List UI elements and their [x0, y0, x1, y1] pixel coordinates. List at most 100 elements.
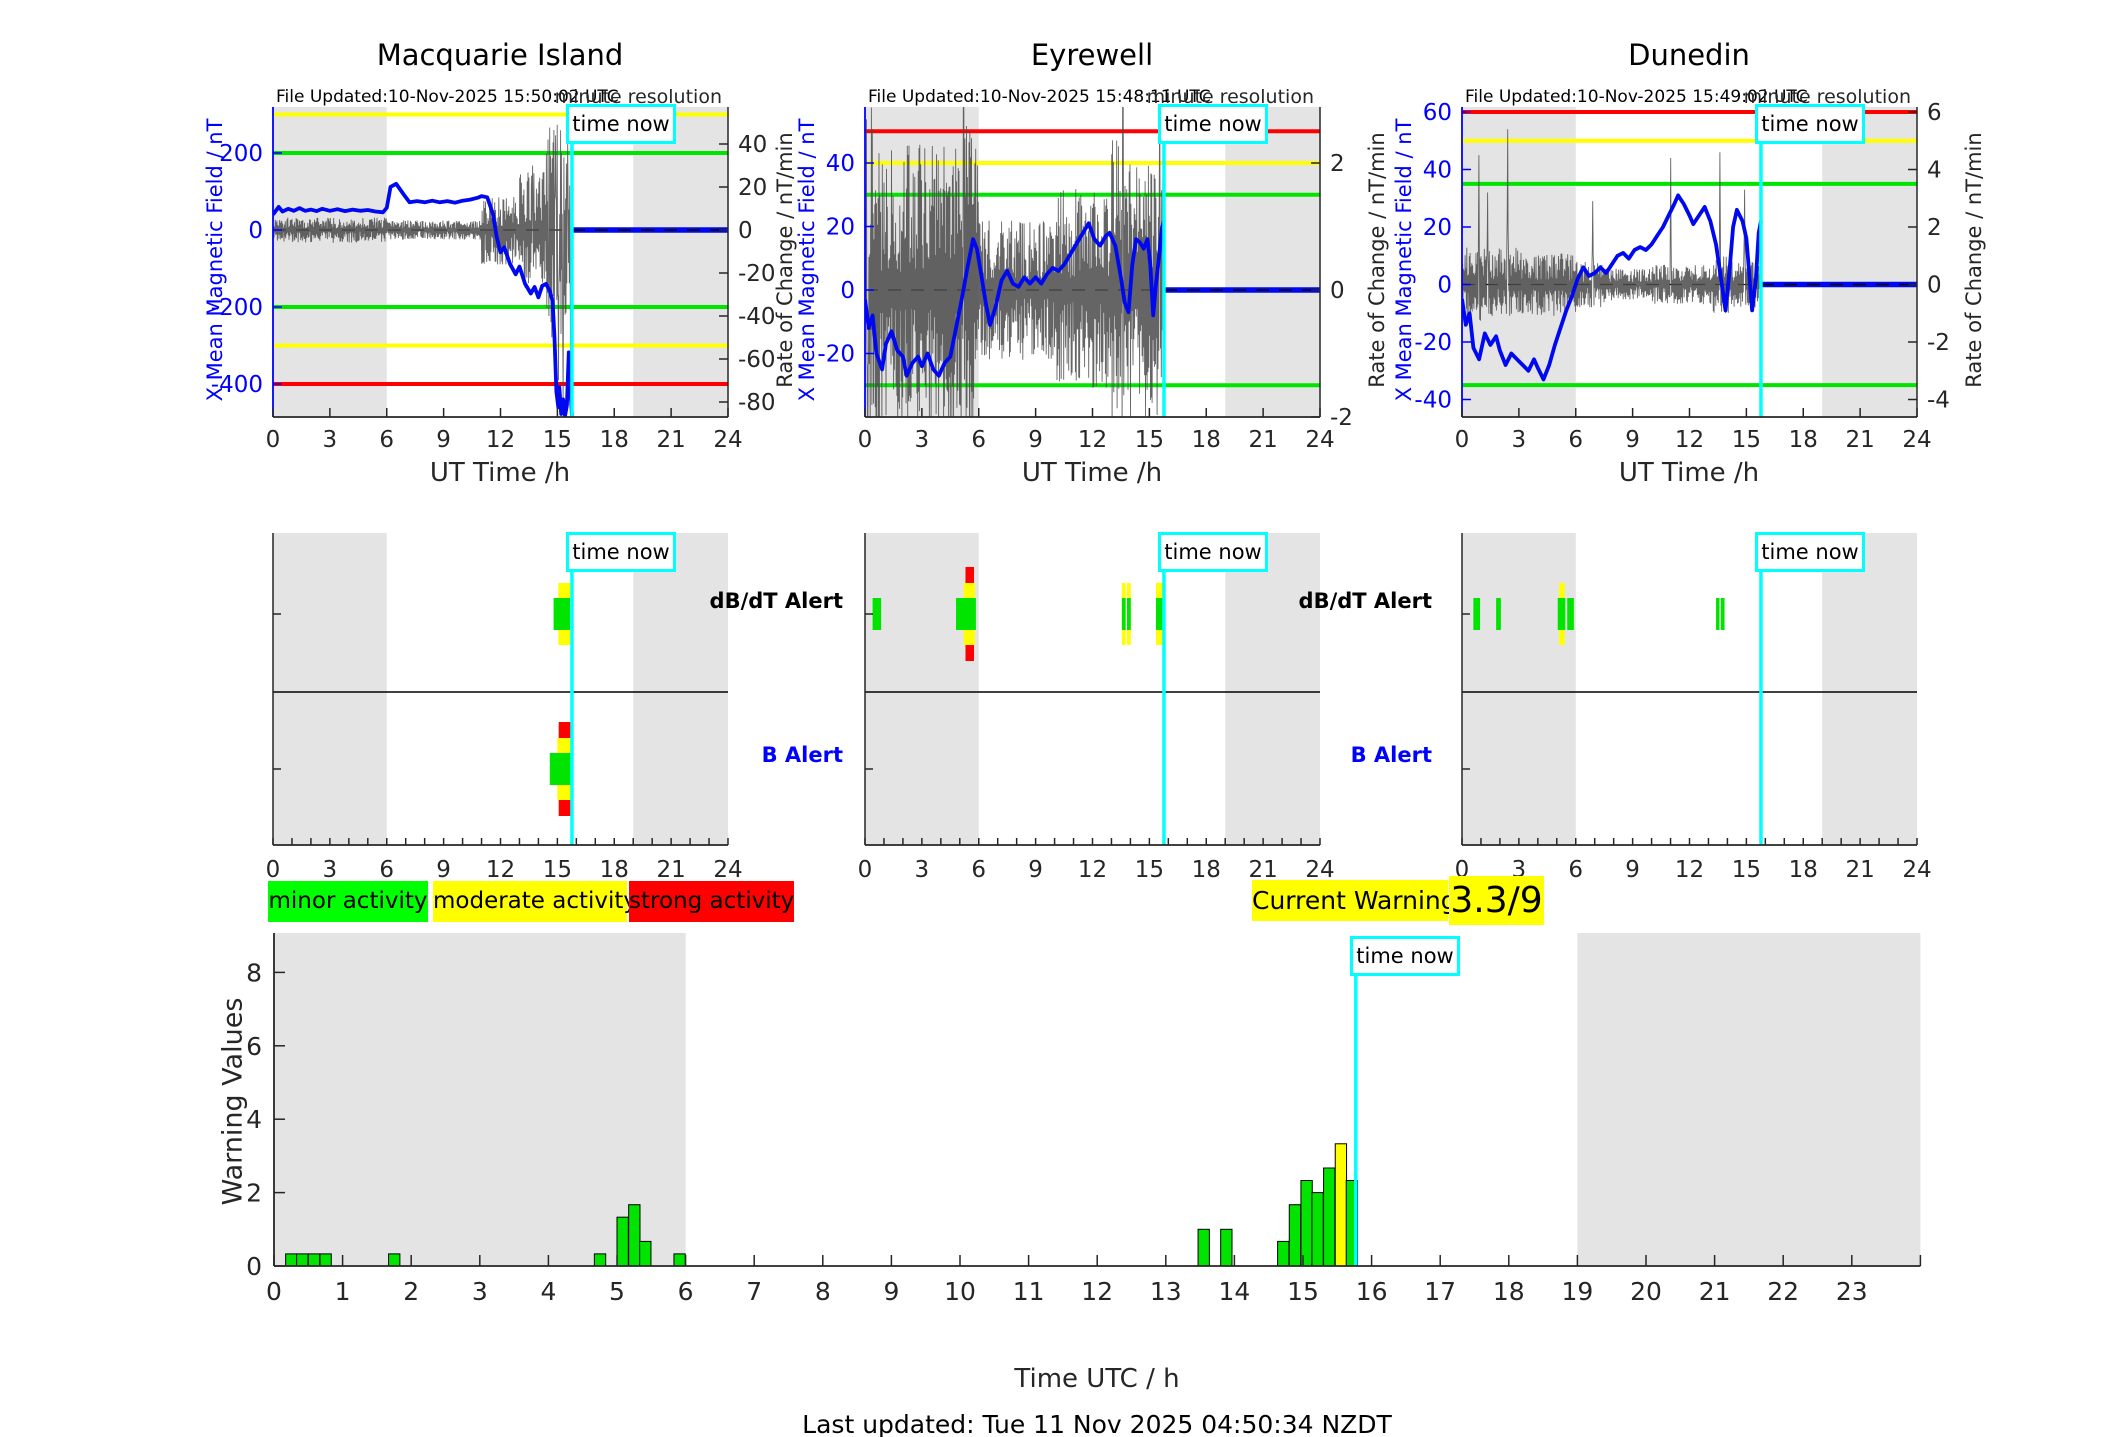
svg-text:3: 3 [472, 1277, 488, 1306]
current-warning-value: 3.3/9 [1449, 876, 1544, 925]
svg-text:3: 3 [915, 427, 930, 453]
y-axis-title-left: X Mean Magnetic Field / nT [203, 118, 227, 402]
svg-text:6: 6 [1568, 427, 1583, 453]
svg-text:3: 3 [915, 857, 930, 883]
svg-text:21: 21 [1845, 427, 1874, 453]
svg-text:200: 200 [219, 141, 263, 167]
svg-text:15: 15 [1732, 857, 1761, 883]
alert-panel-0: 0 3 6 9 12 15 18 21 24 [266, 533, 743, 883]
y-axis-title-left: X Mean Magnetic Field / nT [795, 118, 819, 402]
svg-text:6: 6 [379, 857, 394, 883]
x-axis-title: UT Time /h [1618, 458, 1760, 488]
minute-resolution-label: minute resolution [1743, 86, 1911, 108]
x-axis-title: UT Time /h [429, 458, 571, 488]
svg-text:0: 0 [266, 857, 281, 883]
time-now-flag: time now [1755, 532, 1865, 572]
svg-text:24: 24 [1902, 427, 1931, 453]
svg-text:0: 0 [1437, 273, 1452, 299]
svg-text:0: 0 [1330, 278, 1345, 304]
svg-text:8: 8 [815, 1277, 831, 1306]
alert-panel-1: 0 3 6 9 12 15 18 21 24 [858, 533, 1335, 883]
svg-text:18: 18 [600, 427, 629, 453]
time-now-flag: time now [1350, 936, 1460, 976]
svg-text:20: 20 [738, 175, 767, 201]
station-chart-0: 0 3 6 9 12 15 18 21 242000-200-40040200-20-40-60… [211, 107, 776, 453]
time-now-flag: time now [1158, 104, 1268, 144]
svg-text:24: 24 [1305, 427, 1334, 453]
svg-text:14: 14 [1218, 1277, 1250, 1306]
svg-text:24: 24 [1902, 857, 1931, 883]
legend-moderate-activity: moderate activity [433, 881, 637, 922]
svg-text:60: 60 [1423, 100, 1452, 126]
svg-text:8: 8 [246, 958, 262, 987]
svg-text:20: 20 [1630, 1277, 1662, 1306]
y-axis-title-right: Rate of Change / nT/min [1962, 132, 1986, 388]
svg-text:21: 21 [656, 427, 685, 453]
svg-text:40: 40 [738, 132, 767, 158]
svg-text:6: 6 [678, 1277, 694, 1306]
svg-text:18: 18 [1789, 427, 1818, 453]
svg-text:0: 0 [246, 1252, 262, 1281]
file-updated-text: File Updated:10-Nov-2025 15:48:11 UTC [868, 87, 1211, 107]
svg-text:9: 9 [1028, 427, 1043, 453]
svg-text:3: 3 [323, 427, 338, 453]
svg-text:40: 40 [1423, 158, 1452, 184]
svg-text:6: 6 [971, 857, 986, 883]
svg-text:3: 3 [323, 857, 338, 883]
svg-text:0: 0 [266, 427, 281, 453]
svg-text:3: 3 [1512, 427, 1527, 453]
svg-text:-2: -2 [1927, 330, 1950, 356]
svg-text:6: 6 [971, 427, 986, 453]
warning-values-axis-title: Warning Values [217, 997, 249, 1206]
svg-text:18: 18 [1493, 1277, 1525, 1306]
y-axis-title-left: X Mean Magnetic Field / nT [1392, 118, 1416, 402]
svg-text:6: 6 [379, 427, 394, 453]
minute-resolution-label: minute resolution [1146, 86, 1314, 108]
time-now-flag: time now [1755, 104, 1865, 144]
svg-text:0: 0 [1927, 273, 1942, 299]
svg-text:9: 9 [1028, 857, 1043, 883]
svg-text:2: 2 [1330, 151, 1345, 177]
svg-text:13: 13 [1150, 1277, 1182, 1306]
svg-text:-40: -40 [1414, 388, 1452, 414]
svg-text:17: 17 [1424, 1277, 1456, 1306]
svg-text:-4: -4 [1927, 388, 1950, 414]
svg-text:16: 16 [1356, 1277, 1388, 1306]
minute-resolution-label: minute resolution [554, 86, 722, 108]
svg-text:0: 0 [858, 427, 873, 453]
svg-text:9: 9 [436, 427, 451, 453]
time-now-flag: time now [566, 104, 676, 144]
b-alert-label: B Alert [761, 743, 843, 767]
dbdt-alert-label: dB/dT Alert [1298, 589, 1432, 613]
svg-text:15: 15 [1135, 857, 1164, 883]
svg-text:18: 18 [1789, 857, 1818, 883]
svg-text:0: 0 [248, 218, 263, 244]
svg-text:-80: -80 [738, 390, 776, 416]
svg-text:20: 20 [826, 215, 855, 241]
svg-text:12: 12 [1081, 1277, 1113, 1306]
svg-text:21: 21 [656, 857, 685, 883]
svg-text:9: 9 [1625, 857, 1640, 883]
alert-panel-2: 0 3 6 9 12 15 18 21 24 [1455, 533, 1932, 883]
svg-text:0: 0 [840, 278, 855, 304]
svg-text:-20: -20 [817, 342, 855, 368]
y-axis-title-right: Rate of Change / nT/min [1365, 132, 1389, 388]
svg-text:-40: -40 [738, 304, 776, 330]
svg-text:10: 10 [944, 1277, 976, 1306]
svg-text:12: 12 [486, 857, 515, 883]
svg-text:6: 6 [1927, 100, 1942, 126]
svg-text:24: 24 [1305, 857, 1334, 883]
last-updated-text: Last updated: Tue 11 Nov 2025 04:50:34 N… [802, 1410, 1392, 1437]
svg-text:12: 12 [1675, 427, 1704, 453]
svg-text:12: 12 [1675, 857, 1704, 883]
station-title-eyrewell: Eyrewell [1030, 38, 1154, 72]
svg-text:40: 40 [826, 151, 855, 177]
svg-text:6: 6 [1568, 857, 1583, 883]
svg-text:9: 9 [436, 857, 451, 883]
svg-text:23: 23 [1836, 1277, 1868, 1306]
station-title-dunedin: Dunedin [1628, 38, 1750, 72]
svg-text:0: 0 [858, 857, 873, 883]
